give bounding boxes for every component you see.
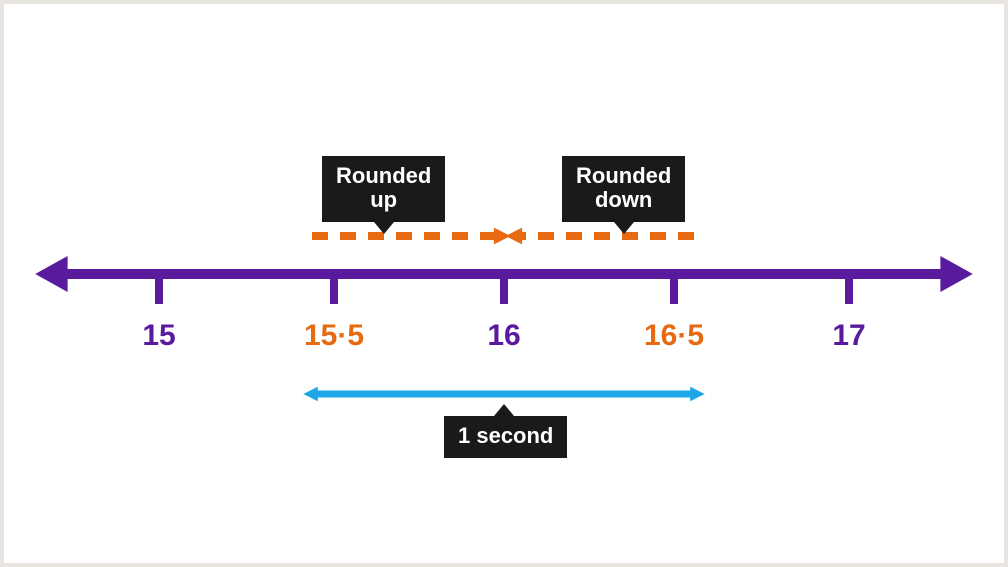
svg-layer bbox=[4, 4, 1004, 563]
tick-label-16-5: 16·5 bbox=[644, 319, 704, 353]
callout-rounded-down-line1: Rounded bbox=[576, 164, 671, 188]
callout-one-second: 1 second bbox=[444, 416, 567, 458]
diagram-canvas: 15 15·5 16 16·5 17 Rounded up Rounded do… bbox=[4, 4, 1004, 563]
callout-one-second-text: 1 second bbox=[458, 423, 553, 448]
tick-label-17: 17 bbox=[832, 319, 865, 353]
tick-label-16: 16 bbox=[487, 319, 520, 353]
tick-label-15: 15 bbox=[142, 319, 175, 353]
callout-rounded-down-line2: down bbox=[576, 188, 671, 212]
callout-rounded-up: Rounded up bbox=[322, 156, 445, 222]
tick-label-15-5: 15·5 bbox=[304, 319, 364, 353]
callout-rounded-down: Rounded down bbox=[562, 156, 685, 222]
callout-rounded-up-line2: up bbox=[336, 188, 431, 212]
callout-rounded-up-line1: Rounded bbox=[336, 164, 431, 188]
